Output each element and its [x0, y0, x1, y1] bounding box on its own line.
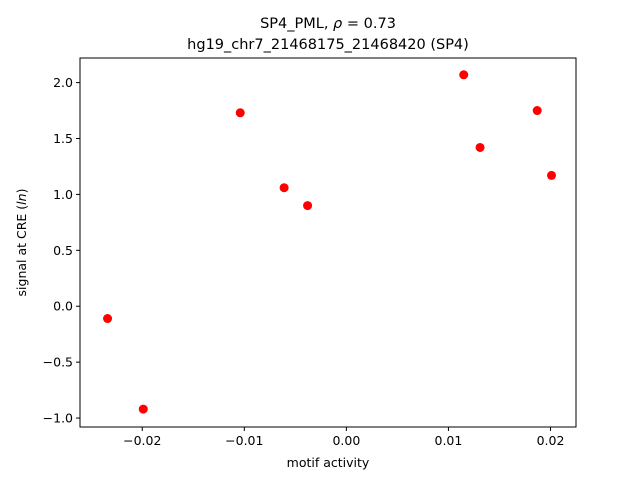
x-tick-label: −0.01	[225, 433, 263, 448]
data-point	[303, 201, 313, 211]
y-tick-label: 0.0	[53, 299, 73, 314]
data-point	[547, 170, 557, 180]
data-point	[459, 70, 469, 80]
y-tick-label: −0.5	[43, 355, 73, 370]
plot-area	[79, 57, 577, 428]
y-axis: −1.0 −0.5 0.0 0.5 1.0 1.5 2.0	[43, 75, 80, 426]
data-point	[279, 183, 289, 193]
data-point	[103, 314, 113, 324]
y-tick-label: 0.5	[53, 243, 73, 258]
data-point	[475, 142, 485, 152]
x-tick-label: 0.00	[332, 433, 360, 448]
y-tick-label: 2.0	[53, 75, 73, 90]
y-axis-label: signal at CRE (ln)	[14, 189, 29, 297]
x-tick-label: 0.01	[435, 433, 463, 448]
x-tick-label: 0.02	[537, 433, 565, 448]
chart-title-line2: hg19_chr7_21468175_21468420 (SP4)	[187, 37, 469, 53]
data-point	[532, 106, 542, 116]
chart-title-line1: SP4_PML, ρ = 0.73	[260, 16, 396, 32]
data-point	[138, 404, 148, 414]
y-tick-label: 1.0	[53, 187, 73, 202]
y-tick-label: −1.0	[43, 411, 73, 426]
x-axis-label: motif activity	[287, 455, 370, 470]
x-axis: −0.02 −0.01 0.00 0.01 0.02	[123, 427, 564, 448]
data-point	[235, 108, 245, 118]
data-points	[103, 70, 557, 414]
x-tick-label: −0.02	[123, 433, 161, 448]
y-tick-label: 1.5	[53, 131, 73, 146]
